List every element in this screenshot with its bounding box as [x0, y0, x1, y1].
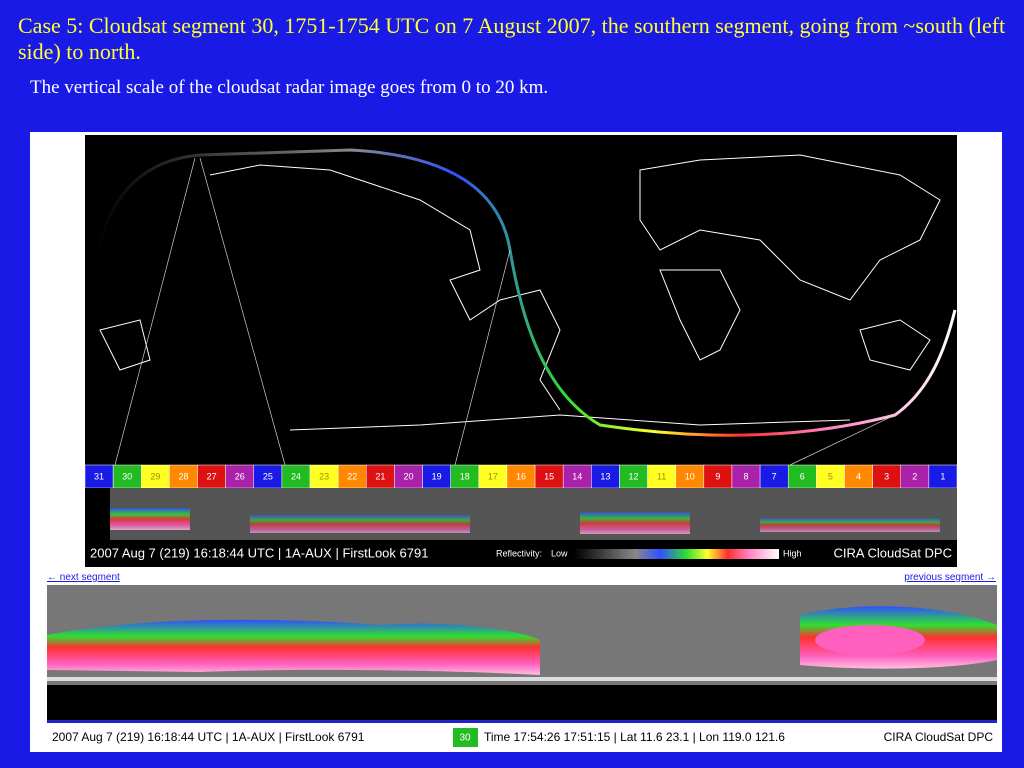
- subtitle: The vertical scale of the cloudsat radar…: [30, 77, 549, 98]
- detail-info: Time 17:54:26 17:51:15 | Lat 11.6 23.1 |…: [484, 730, 785, 744]
- segment-label: 25: [263, 471, 273, 481]
- legend-label: Reflectivity:: [496, 548, 542, 558]
- segment-label: 26: [235, 471, 245, 481]
- title: Case 5: Cloudsat segment 30, 1751-1754 U…: [18, 13, 1006, 64]
- coastlines: [99, 154, 941, 431]
- segment-label: 30: [122, 471, 132, 481]
- detail-caption: 2007 Aug 7 (219) 16:18:44 UTC | 1A-AUX |…: [52, 730, 365, 744]
- segment-label: 5: [828, 471, 833, 481]
- radar-ground: [47, 685, 997, 720]
- segment-label: 15: [544, 471, 554, 481]
- segment-label: 18: [460, 471, 470, 481]
- segment-label: 2: [912, 471, 917, 481]
- segment-label: 10: [685, 471, 695, 481]
- segment-label: 14: [572, 471, 582, 481]
- credit: CIRA CloudSat DPC: [834, 545, 953, 560]
- segment-label: 11: [657, 471, 666, 481]
- legend-low: Low: [551, 548, 568, 558]
- segment-label: 9: [715, 471, 720, 481]
- radar-bottom-line: [47, 720, 997, 723]
- thumb-clouds: [110, 508, 940, 534]
- segment-label: 12: [629, 471, 639, 481]
- radar-clouds: [47, 606, 997, 675]
- segment-label: 23: [319, 471, 329, 481]
- segment-label: 19: [432, 471, 442, 481]
- segment-label: 3: [884, 471, 889, 481]
- segment-label: 28: [178, 471, 188, 481]
- legend-scale: [574, 549, 779, 559]
- segment-label: 29: [150, 471, 160, 481]
- segment-label: 21: [375, 471, 385, 481]
- caption-bar: [85, 540, 957, 567]
- legend-high: High: [783, 548, 802, 558]
- segment-label: 6: [800, 471, 805, 481]
- segment-label: 24: [291, 471, 301, 481]
- next-link[interactable]: ← next segment: [47, 572, 120, 583]
- caption: 2007 Aug 7 (219) 16:18:44 UTC | 1A-AUX |…: [90, 545, 428, 560]
- segment-badge: [453, 728, 478, 747]
- segment-label: 20: [403, 471, 413, 481]
- segment-label: 16: [516, 471, 526, 481]
- segment-label: 27: [207, 471, 217, 481]
- segment-label: 17: [488, 471, 498, 481]
- previous-link[interactable]: previous segment →: [904, 572, 996, 583]
- detail-bar: [47, 723, 997, 752]
- segment-label: 13: [600, 471, 610, 481]
- segment-leaders: [114, 157, 896, 466]
- segment-label: 4: [856, 471, 861, 481]
- segment-label: 1: [940, 471, 945, 481]
- segment-label: 31: [94, 471, 104, 481]
- radar-thumb-gap: [85, 488, 110, 540]
- segment-label: 8: [744, 471, 749, 481]
- detail-credit: CIRA CloudSat DPC: [884, 730, 994, 744]
- segment-label: 22: [347, 471, 357, 481]
- segment-number: 30: [459, 733, 471, 744]
- radar-thumb: [85, 488, 957, 540]
- segment-label: 7: [772, 471, 777, 481]
- surface-return: [47, 677, 997, 681]
